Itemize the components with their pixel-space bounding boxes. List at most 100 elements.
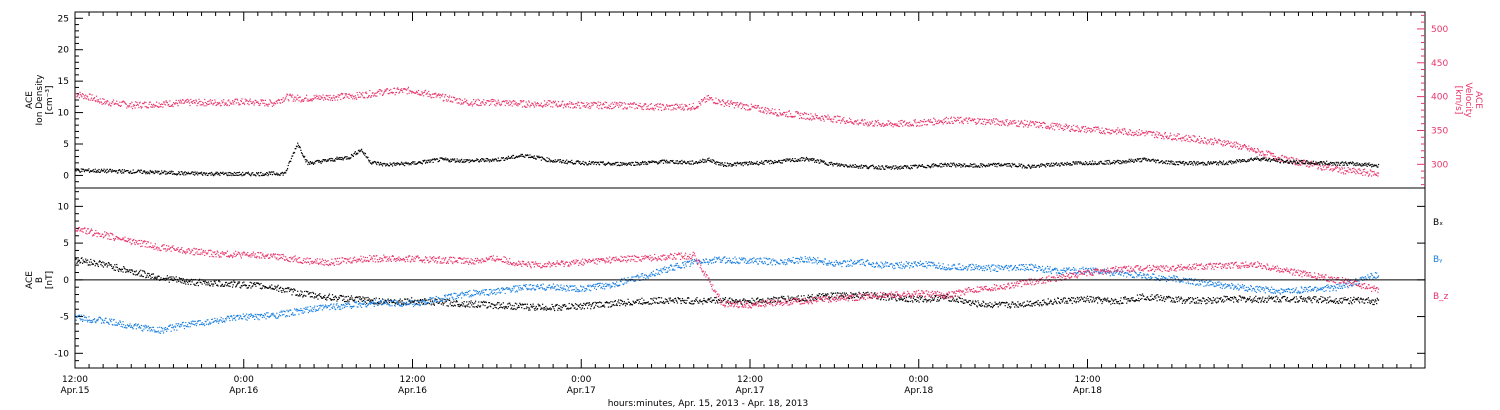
series-density-point [482, 159, 484, 161]
series-velocity-point [179, 102, 181, 104]
series-velocity-point [585, 106, 587, 108]
series-density-point [678, 162, 680, 164]
series-density-point [1180, 162, 1182, 165]
series-velocity-point [1279, 160, 1282, 162]
series-bx-point [300, 290, 302, 292]
series-velocity-point [551, 102, 553, 104]
series-velocity-point [755, 107, 758, 109]
series-velocity-point [893, 123, 896, 125]
series-density-point [869, 165, 872, 167]
series-bx-point [366, 299, 368, 301]
series-density-point [805, 158, 807, 160]
series-velocity-point [127, 105, 129, 107]
series-velocity-point [154, 104, 156, 106]
series-velocity-point [611, 102, 613, 104]
series-velocity-point [124, 102, 126, 104]
series-bx-point [240, 285, 242, 287]
series-velocity-point [972, 120, 975, 122]
series-density-point [250, 175, 252, 177]
series-velocity-point [283, 100, 286, 102]
series-velocity-point [894, 124, 896, 126]
series-density-point [1359, 163, 1361, 166]
series-density-point [1017, 165, 1020, 168]
series-velocity-point [326, 98, 329, 100]
series-velocity-point [1195, 141, 1197, 143]
series-velocity-point [214, 101, 217, 103]
series-bx-point [357, 296, 359, 299]
series-bx-point [419, 300, 421, 302]
series-velocity-point [923, 119, 925, 121]
series-bx-point [360, 299, 362, 301]
series-density-point [1009, 163, 1011, 165]
series-velocity-point [1303, 160, 1306, 162]
series-density-point [188, 172, 191, 175]
series-bx-point [250, 282, 253, 284]
series-velocity-point [717, 102, 719, 104]
series-velocity-point [200, 100, 202, 103]
series-velocity-point [1030, 124, 1032, 127]
series-velocity-point [902, 121, 904, 123]
series-density-point [1204, 164, 1206, 166]
series-density-point [519, 155, 521, 157]
series-velocity-point [322, 94, 324, 96]
series-velocity-point [1309, 164, 1311, 166]
series-velocity-point [1133, 134, 1135, 137]
series-density-point [841, 164, 843, 166]
series-velocity-point [649, 103, 651, 106]
series-density-point [346, 156, 348, 158]
series-density-point [1336, 164, 1339, 166]
series-velocity-point [654, 105, 656, 107]
series-bx-point [419, 298, 422, 301]
series-velocity-point [1020, 121, 1022, 123]
series-velocity-point [736, 104, 738, 106]
series-density-point [949, 165, 951, 168]
series-bx-point [522, 304, 524, 306]
series-density-point [1165, 160, 1167, 162]
series-density-point [471, 159, 473, 161]
series-density-point [1251, 158, 1253, 161]
series-velocity-point [725, 102, 727, 104]
series-velocity-point [1157, 137, 1159, 139]
series-density-point [435, 158, 437, 160]
series-velocity-point [1124, 128, 1126, 130]
series-density-point [1197, 161, 1199, 163]
series-velocity-point [839, 116, 841, 118]
series-density-point [697, 162, 699, 165]
series-bx-point [451, 304, 453, 307]
series-velocity-point [561, 101, 563, 103]
series-bx-point [450, 301, 452, 303]
series-density-point [376, 161, 379, 163]
series-density-point [728, 165, 730, 167]
series-bx-point [140, 274, 143, 276]
series-velocity-point [937, 122, 939, 125]
series-density-point [96, 171, 98, 173]
series-density-point [338, 156, 341, 159]
series-density-point [218, 173, 220, 175]
series-density-point [836, 165, 839, 167]
series-velocity-point [298, 100, 300, 102]
series-density-point [1067, 163, 1070, 165]
series-density-point [569, 160, 572, 163]
series-density-point [495, 159, 498, 161]
series-density-point [1207, 160, 1209, 163]
series-density-point [507, 155, 510, 157]
series-velocity-point [586, 102, 588, 104]
series-bx-point [257, 282, 259, 284]
series-velocity-point [995, 118, 997, 120]
series-velocity-point [1162, 136, 1164, 138]
series-density-point [1369, 164, 1371, 166]
series-bx-point [308, 293, 310, 295]
series-density-point [214, 174, 216, 176]
series-velocity-point [903, 120, 906, 122]
series-velocity-point [228, 99, 230, 101]
series-density-point [642, 161, 644, 164]
series-density-point [1344, 162, 1346, 164]
series-velocity-point [414, 92, 417, 94]
series-density-point [1010, 165, 1012, 167]
series-velocity-point [853, 123, 855, 125]
series-bx-point [148, 272, 150, 275]
series-density-point [867, 166, 869, 168]
series-velocity-point [546, 101, 548, 104]
series-bx-point [386, 303, 389, 305]
series-velocity-point [770, 110, 772, 112]
